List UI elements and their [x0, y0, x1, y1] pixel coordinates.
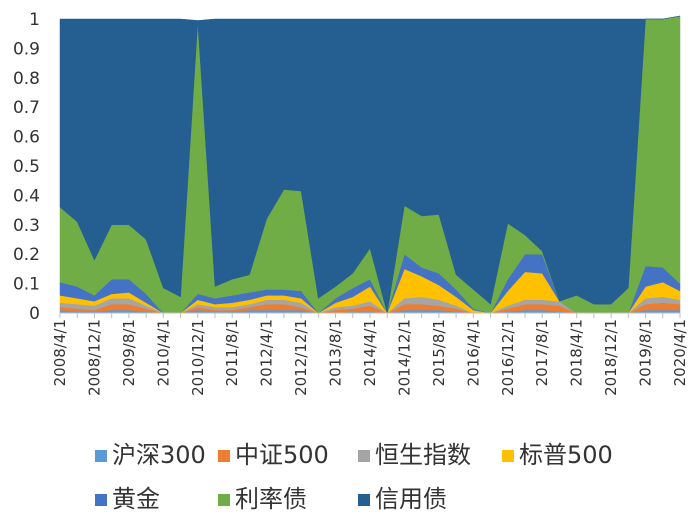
x-tick-label: 2016/12/1: [499, 319, 517, 396]
legend-label: 标普500: [519, 441, 613, 469]
y-tick-label: 0.6: [13, 128, 40, 148]
x-tick-label: 2020/4/1: [671, 319, 689, 386]
legend-swatch: [95, 450, 107, 462]
x-tick-label: 2013/8/1: [327, 319, 345, 386]
legend-label: 利率债: [235, 485, 307, 513]
x-tick-label: 2015/8/1: [430, 319, 448, 386]
area-layer: [59, 15, 681, 314]
y-tick-label: 0.4: [13, 186, 40, 206]
x-tick-label: 2017/8/1: [533, 319, 551, 386]
x-tick-label: 2014/12/1: [395, 319, 413, 396]
x-tick-label: 2010/12/1: [189, 319, 207, 396]
legend-label: 恒生指数: [375, 441, 471, 469]
legend-label: 沪深300: [112, 441, 206, 469]
y-tick-label: 0.3: [13, 216, 40, 236]
y-tick-label: 1: [29, 10, 40, 30]
axes-layer: 0 0.1 0.2 0.3 0.4 0.5 0.6 0.7 0.8 0.9 1 2008/4/1 200…: [13, 10, 689, 396]
legend-label: 黄金: [112, 485, 160, 513]
x-tick-label: 2008/4/1: [51, 319, 69, 386]
legend-swatch: [218, 450, 230, 462]
x-tick-label: 2018/4/1: [568, 319, 586, 386]
x-tick-label: 2014/4/1: [361, 319, 379, 386]
x-tick-label: 2012/4/1: [258, 319, 276, 386]
x-tick-label: 2012/12/1: [292, 319, 310, 396]
y-tick-label: 0.2: [13, 245, 40, 265]
x-tick-label: 2009/8/1: [120, 319, 138, 386]
y-tick-label: 0.9: [13, 39, 40, 59]
legend: 沪深300 中证500 恒生指数 标普500 黄金 利率债 信用债: [95, 441, 613, 513]
y-tick-label: 0.1: [13, 275, 40, 295]
legend-swatch: [358, 494, 370, 506]
y-tick-label: 0.8: [13, 69, 40, 89]
y-tick-label: 0.5: [13, 157, 40, 177]
legend-swatch: [502, 450, 514, 462]
x-tick-label: 2010/4/1: [154, 319, 172, 386]
y-tick-label: 0: [29, 304, 40, 324]
legend-swatch: [358, 450, 370, 462]
area-series-6: [59, 15, 681, 314]
x-tick-label: 2016/4/1: [464, 319, 482, 386]
x-tick-label: 2011/8/1: [223, 319, 241, 386]
x-tick-label: 2019/8/1: [637, 319, 655, 386]
y-tick-label: 0.7: [13, 98, 40, 118]
legend-swatch: [218, 494, 230, 506]
legend-label: 中证500: [235, 441, 329, 469]
legend-swatch: [95, 494, 107, 506]
x-tick-label: 2018/12/1: [602, 319, 620, 396]
legend-label: 信用债: [375, 485, 447, 513]
x-tick-label: 2008/12/1: [85, 319, 103, 396]
